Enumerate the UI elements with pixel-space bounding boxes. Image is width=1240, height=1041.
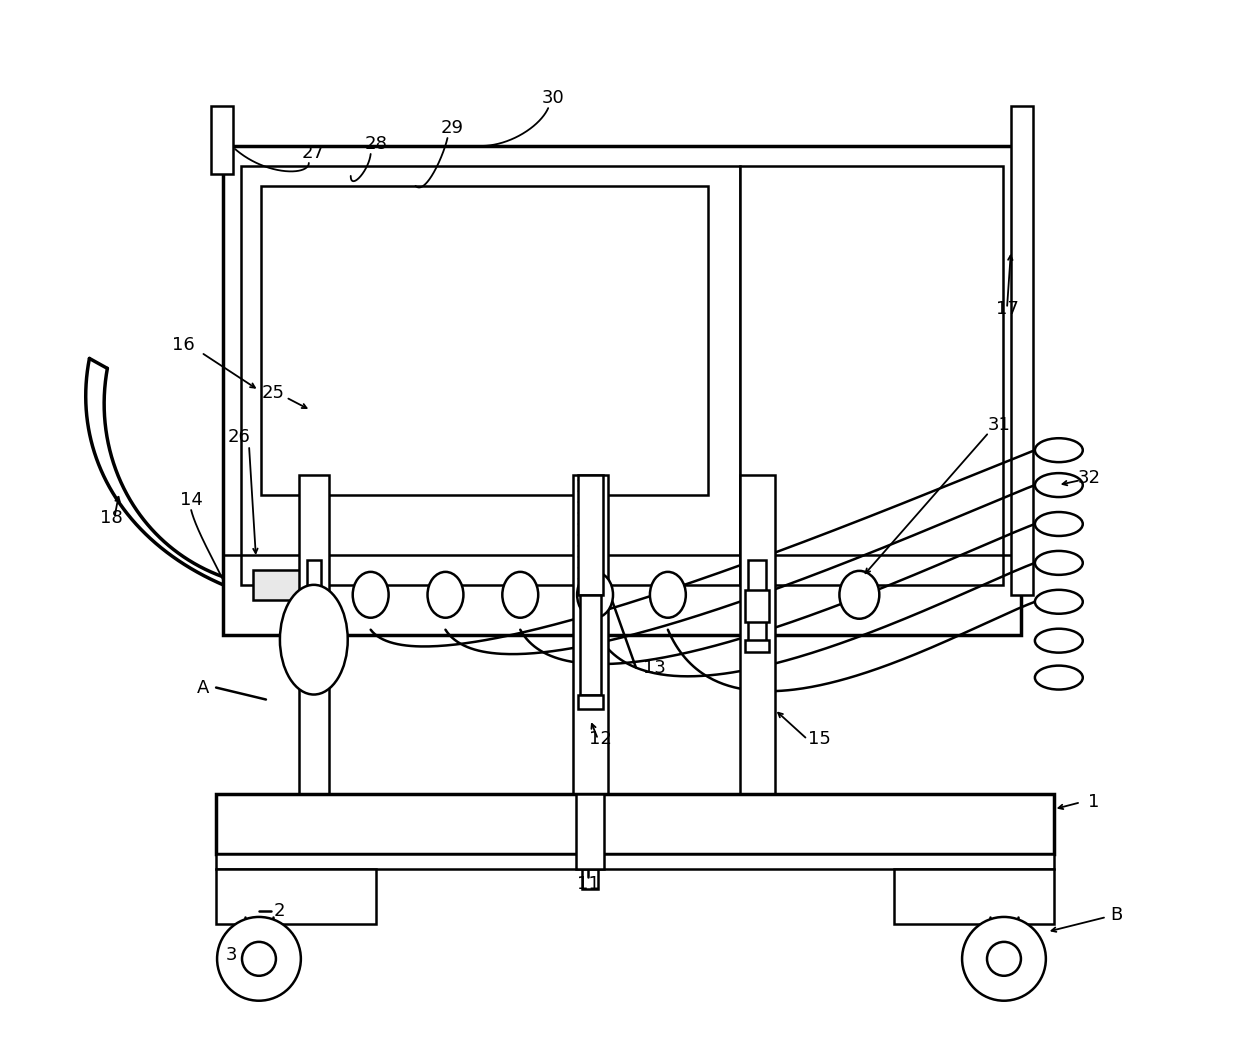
Bar (580, 594, 601, 694)
Text: 15: 15 (808, 731, 831, 748)
Ellipse shape (1035, 629, 1083, 653)
Bar (748, 560, 765, 650)
Text: 2: 2 (273, 902, 285, 920)
Text: 27: 27 (301, 144, 325, 162)
Ellipse shape (650, 572, 686, 617)
Text: 3: 3 (226, 946, 237, 964)
Ellipse shape (352, 572, 388, 617)
Bar (303, 590, 325, 621)
Ellipse shape (1035, 512, 1083, 536)
Ellipse shape (1035, 551, 1083, 575)
Ellipse shape (1035, 473, 1083, 497)
Circle shape (962, 917, 1045, 1000)
Bar (740, 475, 775, 794)
Bar (260, 186, 708, 496)
Bar (299, 475, 329, 794)
Circle shape (987, 942, 1021, 975)
Text: 25: 25 (262, 384, 284, 402)
Ellipse shape (839, 570, 879, 618)
Bar (303, 639, 325, 652)
Text: 11: 11 (577, 875, 599, 893)
Bar (306, 560, 321, 650)
Ellipse shape (1035, 665, 1083, 689)
Bar (573, 475, 608, 794)
Ellipse shape (577, 572, 613, 617)
Bar (216, 854, 1054, 869)
Circle shape (242, 942, 277, 975)
Text: 13: 13 (644, 659, 666, 677)
Bar (241, 166, 740, 585)
Bar (745, 590, 769, 621)
Text: 17: 17 (996, 300, 1018, 318)
Text: 18: 18 (100, 509, 123, 527)
Text: 16: 16 (172, 336, 195, 355)
Text: A: A (197, 679, 210, 696)
Bar (578, 475, 603, 594)
Bar (986, 924, 1022, 946)
Text: 29: 29 (441, 119, 464, 137)
Bar (216, 794, 1054, 854)
Ellipse shape (428, 572, 464, 617)
Text: 30: 30 (542, 90, 564, 107)
Text: 26: 26 (228, 428, 250, 447)
Bar (211, 106, 233, 174)
Ellipse shape (280, 585, 347, 694)
Bar (894, 869, 1054, 924)
Bar (241, 924, 277, 946)
Bar (578, 694, 603, 710)
Ellipse shape (502, 572, 538, 617)
Bar (1011, 106, 1033, 594)
Text: 31: 31 (987, 416, 1011, 434)
Text: 14: 14 (180, 491, 202, 509)
Text: B: B (1111, 906, 1122, 924)
Bar (216, 869, 376, 924)
Circle shape (217, 917, 301, 1000)
Bar (223, 146, 1021, 635)
Bar (740, 166, 1003, 585)
Bar (582, 869, 598, 889)
Bar (577, 794, 604, 869)
Text: 1: 1 (1087, 793, 1100, 811)
Bar (253, 569, 305, 600)
Text: 28: 28 (365, 135, 387, 153)
Ellipse shape (1035, 438, 1083, 462)
Text: 12: 12 (589, 731, 611, 748)
Ellipse shape (1035, 590, 1083, 614)
Text: 32: 32 (1078, 469, 1100, 487)
Bar (745, 639, 769, 652)
